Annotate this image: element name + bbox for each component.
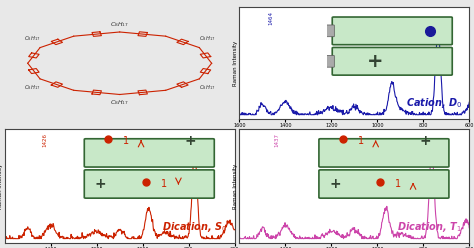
Text: $C_8H_{17}$: $C_8H_{17}$ — [24, 83, 41, 92]
Text: $C_8H_{17}$: $C_8H_{17}$ — [110, 98, 129, 107]
Text: Dication, T$_1$: Dication, T$_1$ — [398, 220, 462, 234]
Text: 1437: 1437 — [274, 132, 279, 147]
Text: 1426: 1426 — [42, 132, 47, 147]
Y-axis label: Raman Intensity: Raman Intensity — [233, 163, 238, 209]
Text: Dication, S$_0$: Dication, S$_0$ — [162, 220, 228, 234]
X-axis label: Raman shift / cm⁻¹: Raman shift / cm⁻¹ — [328, 130, 380, 135]
Text: $C_8H_{17}$: $C_8H_{17}$ — [24, 34, 41, 43]
Y-axis label: Raman Intensity: Raman Intensity — [233, 41, 238, 86]
Text: Cation, D$_0$: Cation, D$_0$ — [406, 96, 462, 110]
Y-axis label: Raman Intensity: Raman Intensity — [0, 163, 3, 209]
Text: 1464: 1464 — [268, 11, 273, 25]
Text: $C_8H_{17}$: $C_8H_{17}$ — [199, 34, 215, 43]
Text: $C_8H_{17}$: $C_8H_{17}$ — [199, 83, 215, 92]
Text: $C_8H_{17}$: $C_8H_{17}$ — [110, 20, 129, 29]
